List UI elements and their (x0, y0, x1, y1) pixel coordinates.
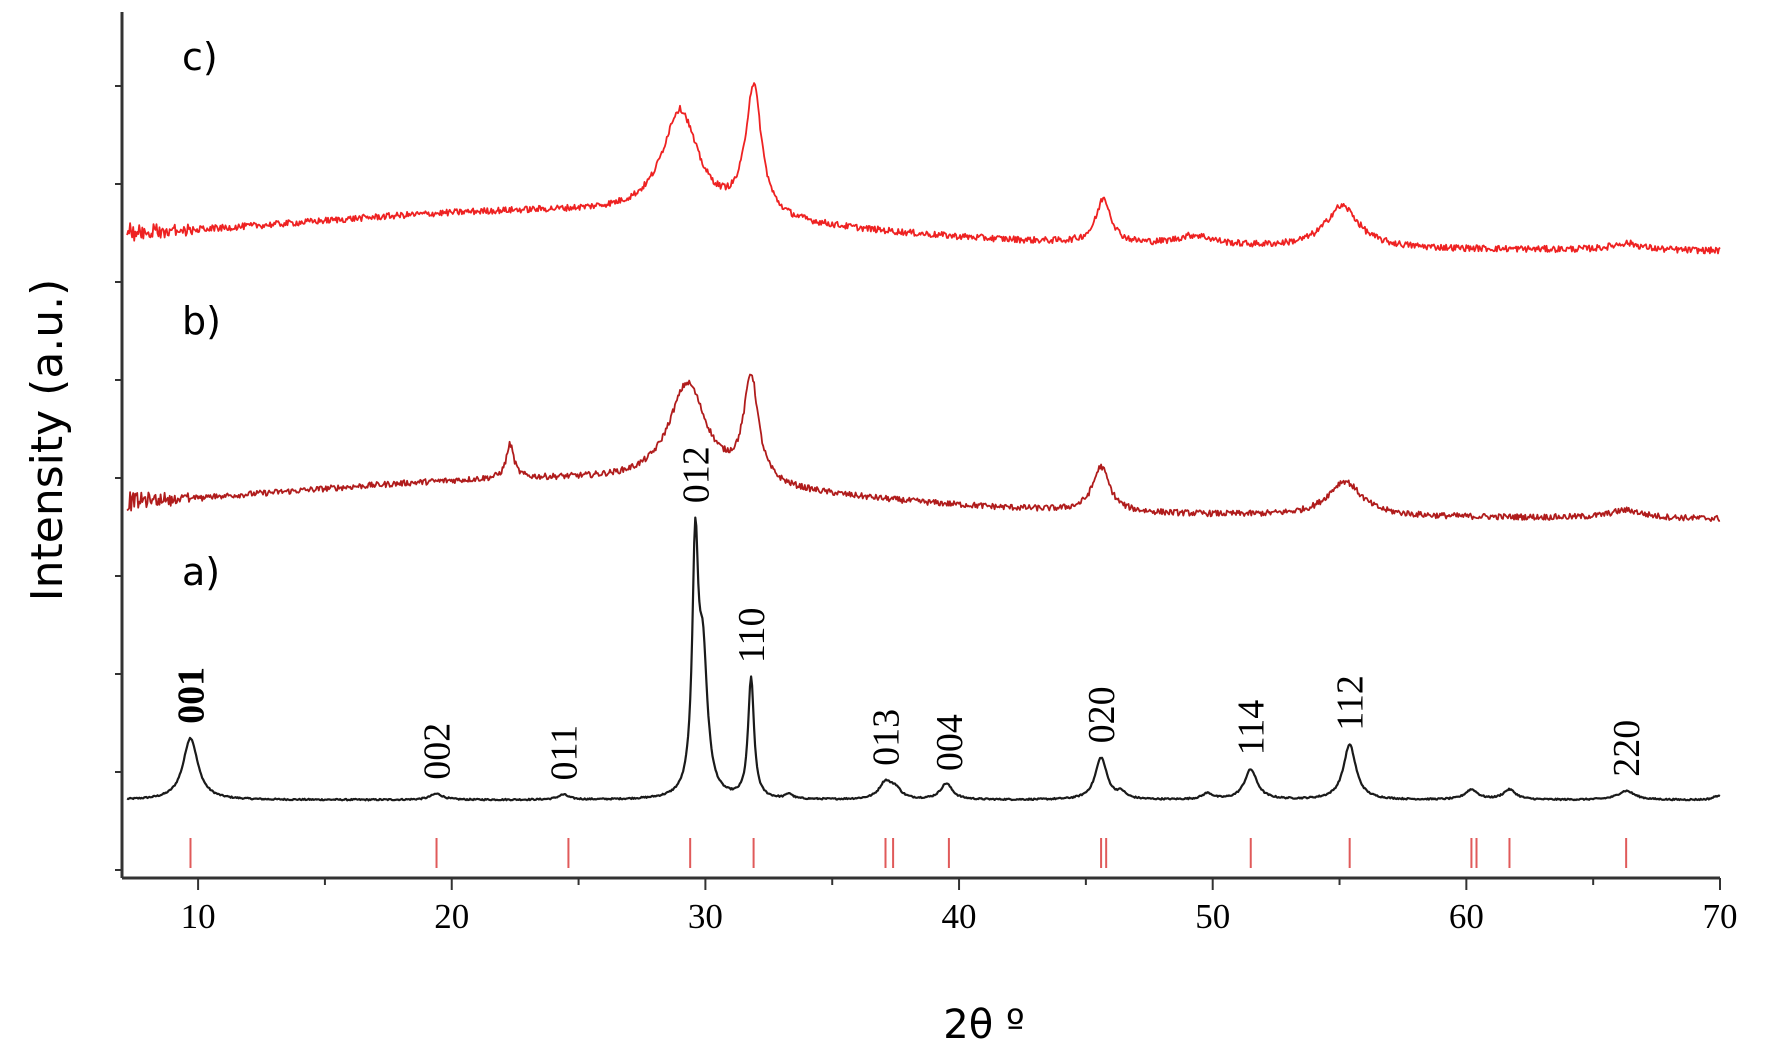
x-tick-label: 40 (942, 897, 977, 936)
x-tick-label: 60 (1449, 897, 1484, 936)
x-tick-label: 10 (181, 897, 216, 936)
peak-label: 220 (1606, 720, 1648, 777)
series-group (126, 82, 1721, 802)
peak-label: 002 (417, 723, 459, 780)
peak-label: 004 (929, 714, 971, 771)
peak-label: 013 (866, 709, 908, 766)
x-axis-title: 2θ º (943, 1002, 1024, 1048)
peak-label: 114 (1231, 700, 1273, 756)
peak-label: 001 (171, 667, 213, 724)
peak-label: 011 (543, 725, 585, 781)
peak-label: 012 (675, 446, 717, 503)
series-line-b (126, 373, 1721, 522)
panel-label: a) (182, 550, 220, 594)
x-tick-label: 30 (688, 897, 723, 936)
reference-lines (189, 838, 1628, 868)
annotation-group: a) b) c) 001 002 011 012 110 013 004 020 114 112 220 (171, 35, 1649, 781)
series-line-a (126, 516, 1721, 802)
x-tick-label: 20 (434, 897, 469, 936)
peak-label: 112 (1330, 675, 1372, 731)
series-line-c (126, 82, 1721, 255)
y-axis-title: Intensity (a.u.) (22, 279, 73, 602)
panel-label: c) (182, 35, 218, 79)
x-tick-label: 50 (1195, 897, 1230, 936)
peak-label: 110 (731, 608, 773, 664)
axes: 10 20 30 40 50 60 70 (115, 12, 1738, 936)
peak-label: 020 (1081, 686, 1123, 743)
panel-label: b) (182, 299, 221, 343)
x-tick-label: 70 (1703, 897, 1738, 936)
